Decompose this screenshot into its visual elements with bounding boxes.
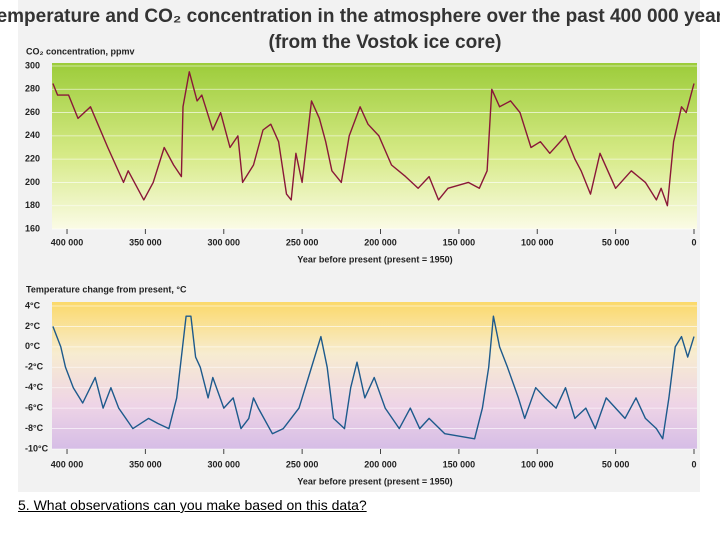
caption: 5. What observations can you make based … <box>18 497 367 513</box>
title: Temperature and CO₂ concentration in the… <box>0 6 720 27</box>
x-tick-label: 250 000 <box>286 459 319 469</box>
x-tick-label: 400 000 <box>51 237 84 247</box>
x-tick-label: 100 000 <box>521 459 554 469</box>
data-line <box>52 315 695 440</box>
y-tick-label: -2°C <box>25 362 44 372</box>
x-axis-label: Year before present (present = 1950) <box>297 476 452 486</box>
y-axis-label: Temperature change from present, °C <box>26 284 187 294</box>
x-tick-label: 150 000 <box>443 237 476 247</box>
y-tick-label: -8°C <box>25 423 44 433</box>
x-tick-label: 50 000 <box>602 459 630 469</box>
x-tick-label: 200 000 <box>364 459 397 469</box>
x-tick-label: 0 <box>691 237 696 247</box>
x-tick-label: 200 000 <box>364 237 397 247</box>
y-tick-label: 0°C <box>25 341 41 351</box>
x-tick-label: 0 <box>691 459 696 469</box>
y-tick-label: 160 <box>25 223 40 233</box>
subtitle: (from the Vostok ice core) <box>269 32 502 53</box>
y-tick-label: -10°C <box>25 443 49 453</box>
figure: Temperature and CO₂ concentration in the… <box>0 0 720 492</box>
x-tick-label: 50 000 <box>602 237 630 247</box>
x-tick-label: 350 000 <box>129 237 162 247</box>
x-axis-label: Year before present (present = 1950) <box>297 254 452 264</box>
x-tick-label: 100 000 <box>521 237 554 247</box>
x-tick-label: 400 000 <box>51 459 84 469</box>
data-line <box>52 71 695 207</box>
x-tick-label: 300 000 <box>207 459 240 469</box>
y-tick-label: 180 <box>25 200 40 210</box>
x-tick-label: 350 000 <box>129 459 162 469</box>
y-tick-label: 4°C <box>25 300 41 310</box>
y-tick-label: 200 <box>25 177 40 187</box>
x-tick-label: 250 000 <box>286 237 319 247</box>
y-tick-label: 220 <box>25 154 40 164</box>
x-tick-label: 150 000 <box>443 459 476 469</box>
y-tick-label: 240 <box>25 130 40 140</box>
y-tick-label: 300 <box>25 60 40 70</box>
y-tick-label: 260 <box>25 107 40 117</box>
y-tick-label: -6°C <box>25 403 44 413</box>
y-tick-label: -4°C <box>25 382 44 392</box>
plot-background <box>52 63 697 229</box>
y-tick-label: 2°C <box>25 321 41 331</box>
x-tick-label: 300 000 <box>207 237 240 247</box>
y-tick-label: 280 <box>25 84 40 94</box>
plot-background <box>52 302 697 449</box>
y-axis-label: CO₂ concentration, ppmv <box>26 46 135 56</box>
